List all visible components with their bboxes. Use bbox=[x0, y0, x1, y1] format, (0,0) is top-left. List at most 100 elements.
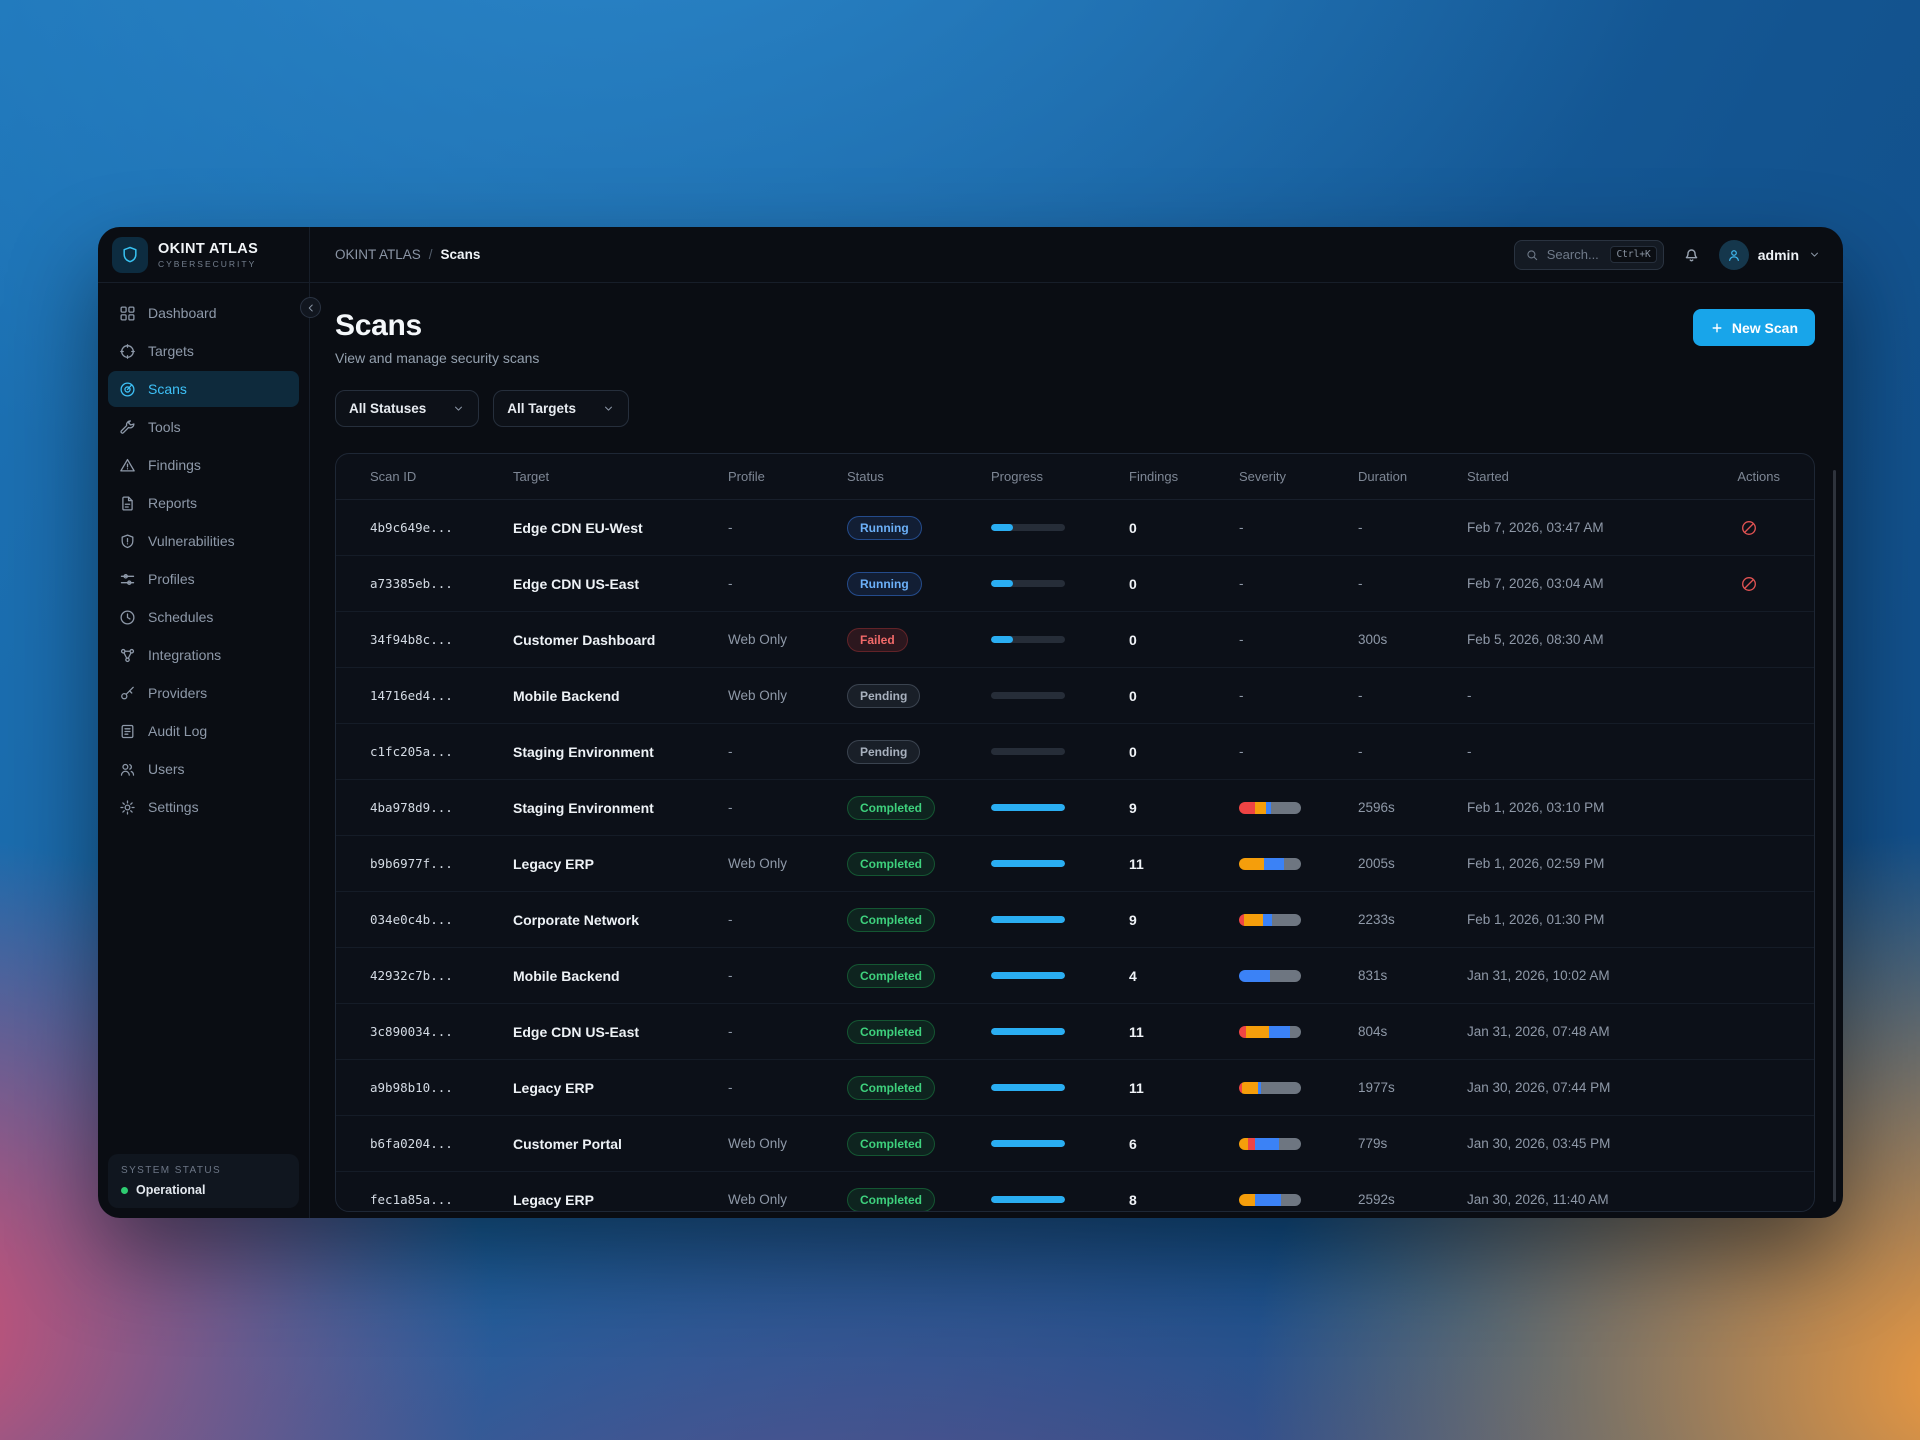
clock-icon bbox=[121, 611, 134, 624]
table-row[interactable]: 14716ed4... Mobile Backend Web Only Pend… bbox=[336, 668, 1814, 724]
breadcrumb-root[interactable]: OKINT ATLAS bbox=[335, 247, 421, 262]
table-row[interactable]: 4b9c649e... Edge CDN EU-West - Running 0… bbox=[336, 500, 1814, 556]
severity-segment-low bbox=[1283, 857, 1301, 870]
findings-cell: 0 bbox=[1129, 743, 1137, 760]
scrollbar[interactable] bbox=[1833, 470, 1836, 1202]
table-row[interactable]: b6fa0204... Customer Portal Web Only Com… bbox=[336, 1116, 1814, 1172]
profile-cell: - bbox=[728, 1024, 733, 1039]
sidebar-item-findings[interactable]: Findings bbox=[108, 447, 299, 483]
sidebar-item-label: Integrations bbox=[148, 647, 222, 663]
table-header: Scan ID Target Profile Status Progress F… bbox=[336, 454, 1814, 500]
target-cell: Customer Portal bbox=[513, 1135, 622, 1152]
sidebar-item-users[interactable]: Users bbox=[108, 751, 299, 787]
table-row[interactable]: 3c890034... Edge CDN US-East - Completed… bbox=[336, 1004, 1814, 1060]
sidebar-item-audit-log[interactable]: Audit Log bbox=[108, 713, 299, 749]
severity-segment-high bbox=[1239, 1193, 1256, 1206]
sidebar-item-integrations[interactable]: Integrations bbox=[108, 637, 299, 673]
severity-segment-medium bbox=[1239, 969, 1270, 982]
sidebar-item-profiles[interactable]: Profiles bbox=[108, 561, 299, 597]
severity-cell: - bbox=[1239, 688, 1244, 703]
sidebar-item-targets[interactable]: Targets bbox=[108, 333, 299, 369]
breadcrumb-separator: / bbox=[428, 247, 433, 262]
table-row[interactable]: 42932c7b... Mobile Backend - Completed 4… bbox=[336, 948, 1814, 1004]
target-filter-select[interactable]: All Targets bbox=[493, 390, 630, 427]
scan-id-cell: 3c890034... bbox=[370, 1024, 453, 1039]
table-row[interactable]: c1fc205a... Staging Environment - Pendin… bbox=[336, 724, 1814, 780]
sidebar-item-dashboard[interactable]: Dashboard bbox=[108, 295, 299, 331]
sidebar-item-label: Scans bbox=[148, 381, 187, 397]
findings-cell: 0 bbox=[1129, 631, 1137, 648]
sidebar: OKINT ATLAS CYBERSECURITY Dashboard Targ… bbox=[98, 227, 310, 1218]
status-filter-select[interactable]: All Statuses bbox=[335, 390, 480, 427]
progress-bar bbox=[991, 748, 1065, 755]
page-subtitle: View and manage security scans bbox=[335, 350, 540, 366]
progress-bar bbox=[991, 692, 1065, 699]
table-row[interactable]: a73385eb... Edge CDN US-East - Running 0… bbox=[336, 556, 1814, 612]
findings-cell: 8 bbox=[1129, 1191, 1137, 1208]
duration-cell: - bbox=[1358, 688, 1363, 703]
target-cell: Legacy ERP bbox=[513, 855, 594, 872]
status-badge: Completed bbox=[847, 1075, 936, 1100]
severity-segment-high bbox=[1239, 1137, 1248, 1150]
cancel-scan-button[interactable] bbox=[1740, 575, 1780, 593]
page-title: Scans bbox=[335, 309, 422, 342]
status-badge: Running bbox=[847, 571, 922, 596]
new-scan-button[interactable]: New Scan bbox=[1692, 309, 1815, 346]
severity-segment-medium bbox=[1255, 1193, 1282, 1206]
progress-bar bbox=[991, 1028, 1065, 1035]
sidebar-item-providers[interactable]: Providers bbox=[108, 675, 299, 711]
chevron-left-icon bbox=[309, 305, 312, 311]
table-row[interactable]: a9b98b10... Legacy ERP - Completed 11 19… bbox=[336, 1060, 1814, 1116]
profile-cell: - bbox=[728, 968, 733, 983]
severity-segment-low bbox=[1261, 1081, 1301, 1094]
severity-bar bbox=[1239, 1137, 1301, 1150]
progress-bar bbox=[991, 916, 1065, 923]
severity-bar bbox=[1239, 1025, 1301, 1038]
alert-triangle-icon bbox=[121, 459, 134, 470]
severity-cell bbox=[1239, 1081, 1358, 1094]
search-input[interactable] bbox=[1546, 247, 1603, 262]
sidebar-nav: Dashboard Targets Scans Tools Findings R… bbox=[98, 283, 309, 837]
cancel-scan-button[interactable] bbox=[1740, 519, 1780, 537]
sidebar-item-scans[interactable]: Scans bbox=[108, 371, 299, 407]
search-box[interactable]: Ctrl+K bbox=[1513, 239, 1664, 270]
sidebar-item-schedules[interactable]: Schedules bbox=[108, 599, 299, 635]
bell-icon[interactable] bbox=[1682, 245, 1701, 264]
scan-id-cell: b9b6977f... bbox=[370, 856, 453, 871]
started-cell: Jan 31, 2026, 07:48 AM bbox=[1467, 1024, 1610, 1039]
table-row[interactable]: fec1a85a... Legacy ERP Web Only Complete… bbox=[336, 1172, 1814, 1211]
col-scan-id: Scan ID bbox=[370, 469, 417, 484]
table-row[interactable]: 4ba978d9... Staging Environment - Comple… bbox=[336, 780, 1814, 836]
progress-bar bbox=[991, 636, 1065, 643]
status-badge: Completed bbox=[847, 795, 936, 820]
ban-icon bbox=[1743, 521, 1756, 534]
sidebar-item-label: Schedules bbox=[148, 609, 214, 625]
sidebar-item-reports[interactable]: Reports bbox=[108, 485, 299, 521]
scan-id-cell: 42932c7b... bbox=[370, 968, 453, 983]
scan-id-cell: a9b98b10... bbox=[370, 1080, 453, 1095]
table-row[interactable]: 34f94b8c... Customer Dashboard Web Only … bbox=[336, 612, 1814, 668]
status-badge: Pending bbox=[847, 739, 921, 764]
user-menu[interactable]: admin bbox=[1718, 239, 1821, 270]
sidebar-item-label: Vulnerabilities bbox=[148, 533, 235, 549]
progress-fill bbox=[991, 916, 1065, 923]
started-cell: Jan 30, 2026, 07:44 PM bbox=[1467, 1080, 1611, 1095]
target-cell: Staging Environment bbox=[513, 743, 654, 760]
sidebar-item-tools[interactable]: Tools bbox=[108, 409, 299, 445]
sidebar-item-settings[interactable]: Settings bbox=[108, 789, 299, 825]
progress-fill bbox=[991, 1084, 1065, 1091]
severity-cell bbox=[1239, 969, 1358, 982]
sidebar-collapse-button[interactable] bbox=[300, 297, 321, 318]
table-row[interactable]: b9b6977f... Legacy ERP Web Only Complete… bbox=[336, 836, 1814, 892]
sidebar-item-vulnerabilities[interactable]: Vulnerabilities bbox=[108, 523, 299, 559]
user-name: admin bbox=[1757, 246, 1799, 263]
sidebar-item-label: Targets bbox=[148, 343, 194, 359]
duration-cell: - bbox=[1358, 744, 1363, 759]
table-row[interactable]: 034e0c4b... Corporate Network - Complete… bbox=[336, 892, 1814, 948]
duration-cell: 2005s bbox=[1358, 856, 1395, 871]
scan-id-cell: c1fc205a... bbox=[370, 744, 453, 759]
severity-segment-high bbox=[1243, 913, 1263, 926]
profile-cell: - bbox=[728, 576, 733, 591]
profile-cell: - bbox=[728, 520, 733, 535]
severity-segment-critical bbox=[1239, 913, 1244, 926]
